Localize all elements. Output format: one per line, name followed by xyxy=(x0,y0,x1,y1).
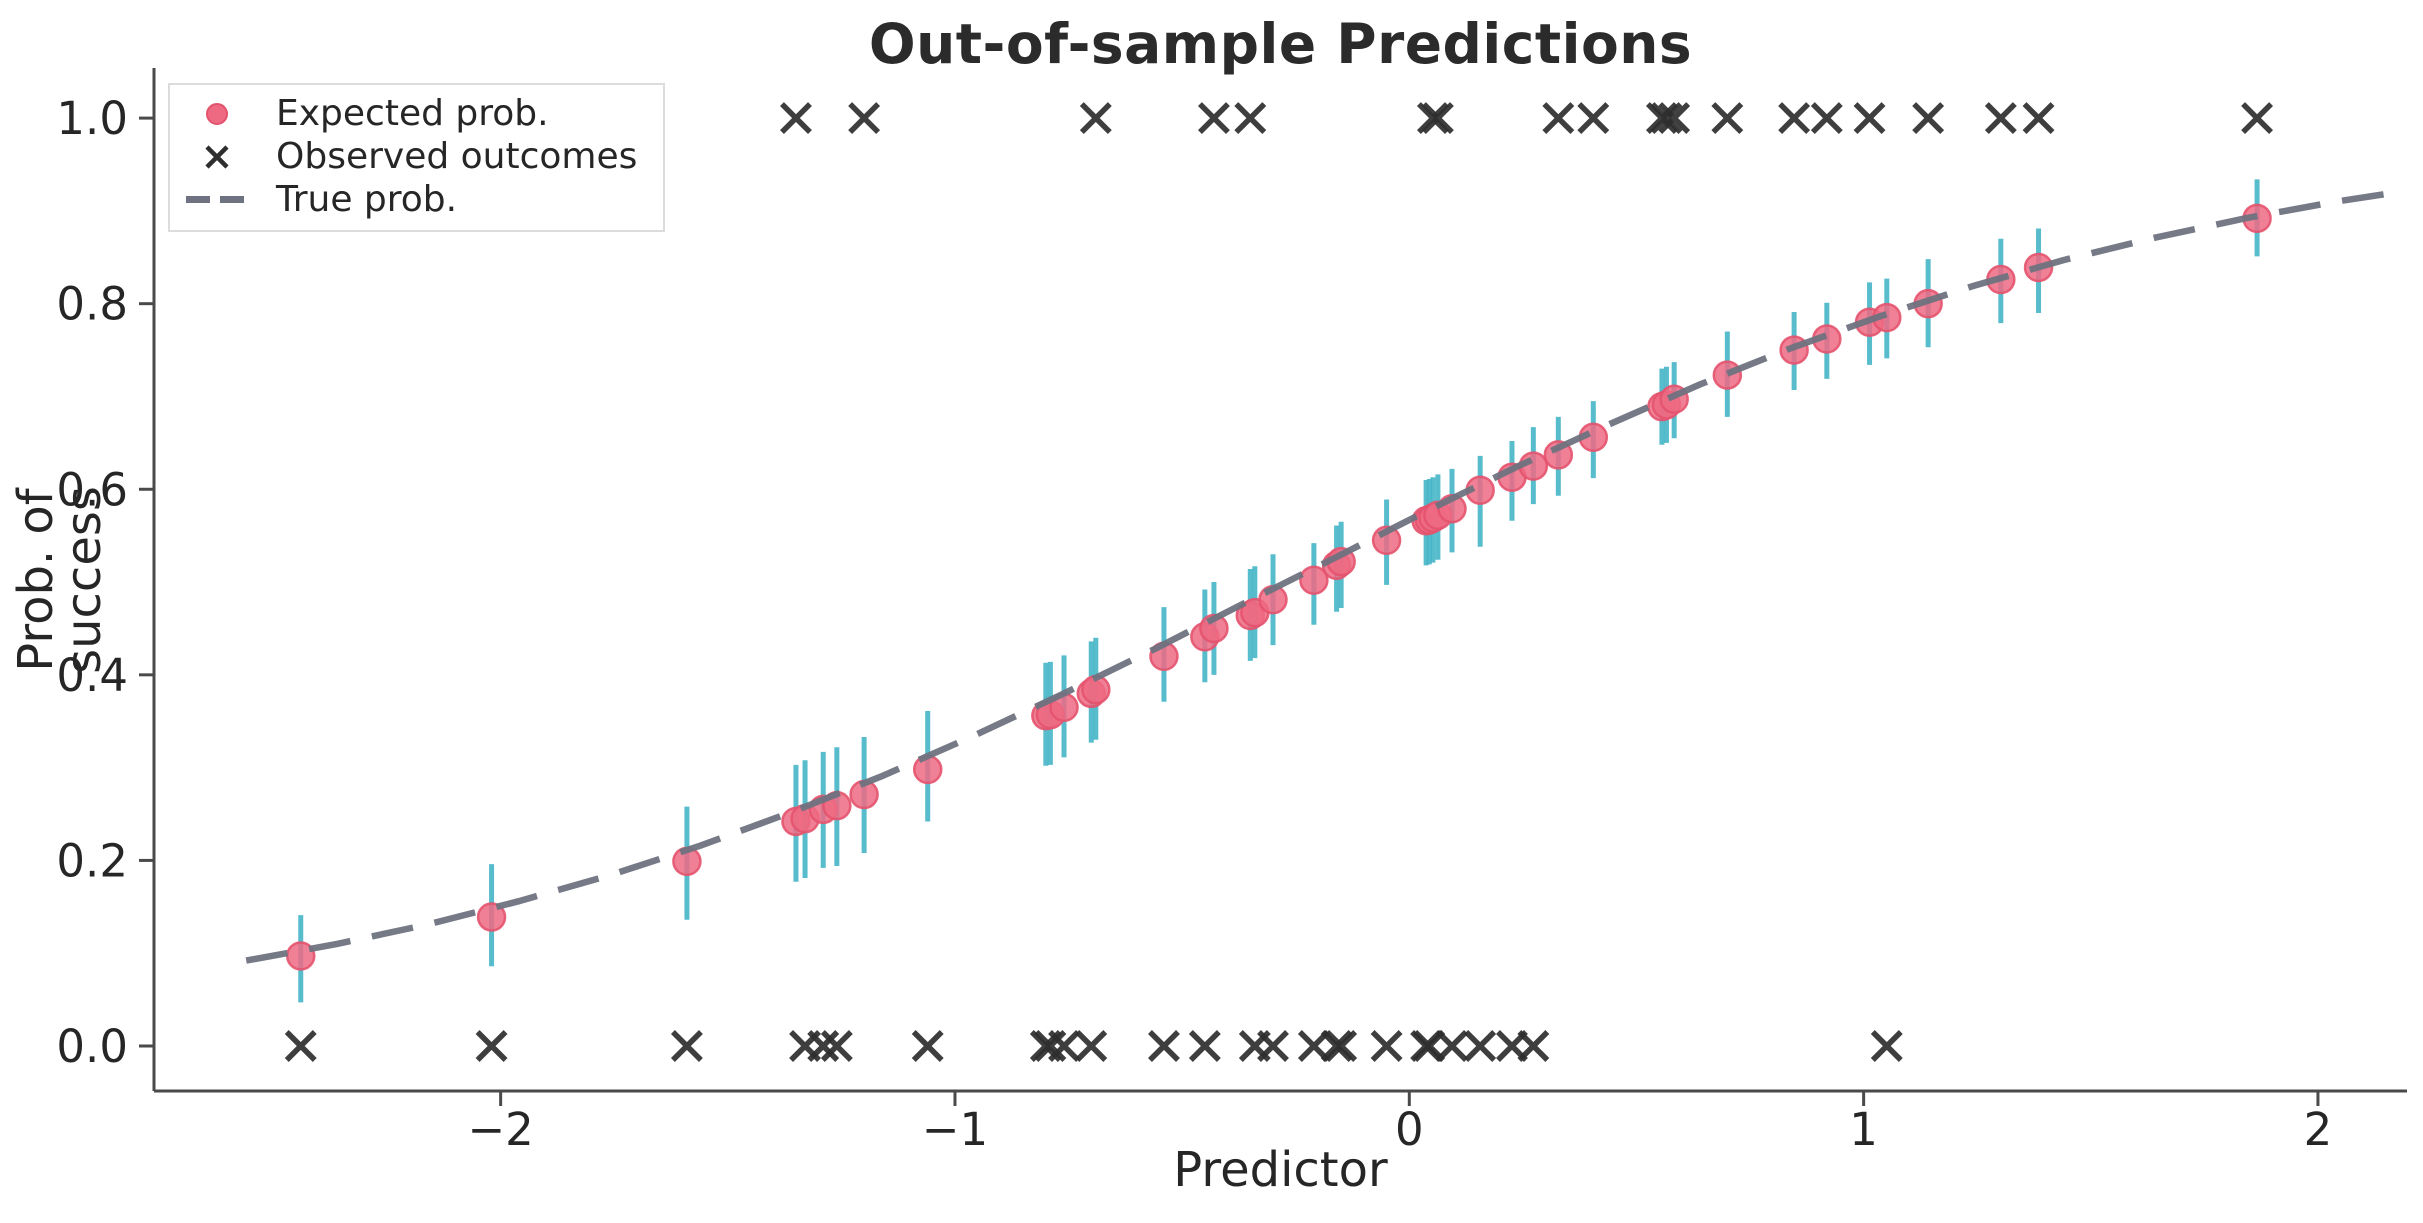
expected-prob-point xyxy=(476,902,507,932)
true-prob-curve xyxy=(245,190,2392,964)
y-axis-ticks: 0.0 0.2 0.4 0.6 0.8 1.0 xyxy=(56,92,154,1073)
observed-outcome-mark xyxy=(1320,1030,1353,1062)
y-tick-label: 1.0 xyxy=(56,92,128,145)
observed-outcome-mark xyxy=(1542,102,1575,135)
observed-outcome-mark xyxy=(1464,1030,1497,1062)
y-axis-label: Prob. of success xyxy=(8,486,112,674)
observed-outcome-mark xyxy=(1645,102,1678,135)
legend-label: Expected prob. xyxy=(276,93,549,134)
x-tick-label: 1 xyxy=(1849,1103,1878,1156)
observed-outcome-mark xyxy=(1048,1030,1080,1062)
legend-item-expected-prob: Expected prob. xyxy=(186,92,637,135)
observed-outcome-mark xyxy=(1079,102,1112,135)
x-tick-label: 0 xyxy=(1395,1103,1424,1156)
legend-item-observed-outcomes: Observed outcomes xyxy=(186,135,637,178)
observed-outcome-mark xyxy=(1188,1030,1221,1062)
observed-outcome-mark xyxy=(1370,1030,1403,1062)
observed-outcome-mark xyxy=(1075,1030,1108,1062)
y-tick-label: 0.4 xyxy=(56,649,128,702)
legend-label: True prob. xyxy=(276,179,458,220)
legend-label: Observed outcomes xyxy=(276,136,638,177)
observed-outcome-mark xyxy=(1416,102,1449,135)
observed-outcome-mark xyxy=(1577,102,1610,135)
observed-outcome-mark xyxy=(1853,102,1886,135)
expected-prob-point xyxy=(1199,613,1229,644)
observed-outcome-mark xyxy=(1234,102,1267,135)
expected-prob-point xyxy=(1712,360,1743,390)
x-tick-label: 2 xyxy=(2304,1103,2333,1156)
expected-prob-point xyxy=(1299,565,1329,595)
observed-outcome-mark xyxy=(911,1030,944,1062)
chart-title: Out-of-sample Predictions xyxy=(868,12,1693,76)
expected-prob-point xyxy=(912,754,943,785)
observed-outcome-mark xyxy=(1148,1030,1180,1062)
x-axis-label: Predictor xyxy=(1173,1142,1388,1198)
observed-outcome-mark xyxy=(1257,1030,1289,1062)
observed-outcome-mark xyxy=(1810,102,1843,135)
x-tick-label: −1 xyxy=(922,1103,988,1156)
observed-outcome-mark xyxy=(1870,1030,1903,1062)
observed-outcomes-marker-icon xyxy=(186,142,248,172)
observed-outcome-mark xyxy=(1325,1030,1358,1062)
x-axis-ticks: −2 −1 0 1 2 xyxy=(467,1091,2332,1156)
legend-item-true-prob: True prob. xyxy=(186,178,637,221)
observed-outcome-mark xyxy=(670,1030,703,1062)
observed-outcome-mark xyxy=(1778,102,1811,135)
observed-outcome-mark xyxy=(284,1030,317,1062)
x-tick-label: −2 xyxy=(467,1103,533,1156)
observed-outcome-mark xyxy=(1034,1030,1067,1062)
observed-outcome-mark xyxy=(1197,102,1230,135)
observed-outcome-mark xyxy=(807,1030,840,1062)
axes xyxy=(152,68,2407,1093)
observed-outcome-mark xyxy=(2241,102,2274,135)
observed-outcome-mark xyxy=(1912,102,1945,135)
observed-outcome-mark xyxy=(2022,102,2055,135)
y-tick-label: 0.8 xyxy=(56,278,128,331)
observed-outcome-mark xyxy=(780,102,812,135)
observed-outcome-mark xyxy=(1650,102,1683,135)
observed-outcome-mark xyxy=(475,1030,508,1062)
true-prob-marker-icon xyxy=(186,196,248,203)
y-tick-label: 0.2 xyxy=(56,834,128,887)
observed-outcome-mark xyxy=(1658,102,1691,135)
observed-outcome-mark xyxy=(848,102,881,135)
expected-prob-marker-icon xyxy=(186,102,248,125)
observed-outcome-mark xyxy=(1711,102,1744,135)
observed-outcome-mark xyxy=(1421,102,1454,135)
observed-outcome-mark xyxy=(1984,102,2017,135)
y-tick-label: 0.0 xyxy=(56,1020,128,1073)
observed-outcome-mark xyxy=(1297,1030,1330,1062)
observed-outcome-mark xyxy=(1436,1030,1468,1062)
legend: Expected prob. Observed outcomes True pr… xyxy=(168,83,666,232)
observed-outcome-mark xyxy=(1517,1030,1550,1062)
y-tick-label: 0.6 xyxy=(56,463,128,516)
observed-outcome-mark xyxy=(1413,1030,1446,1062)
observed-outcome-mark xyxy=(820,1030,853,1062)
observed-outcome-marks xyxy=(284,102,2274,1062)
